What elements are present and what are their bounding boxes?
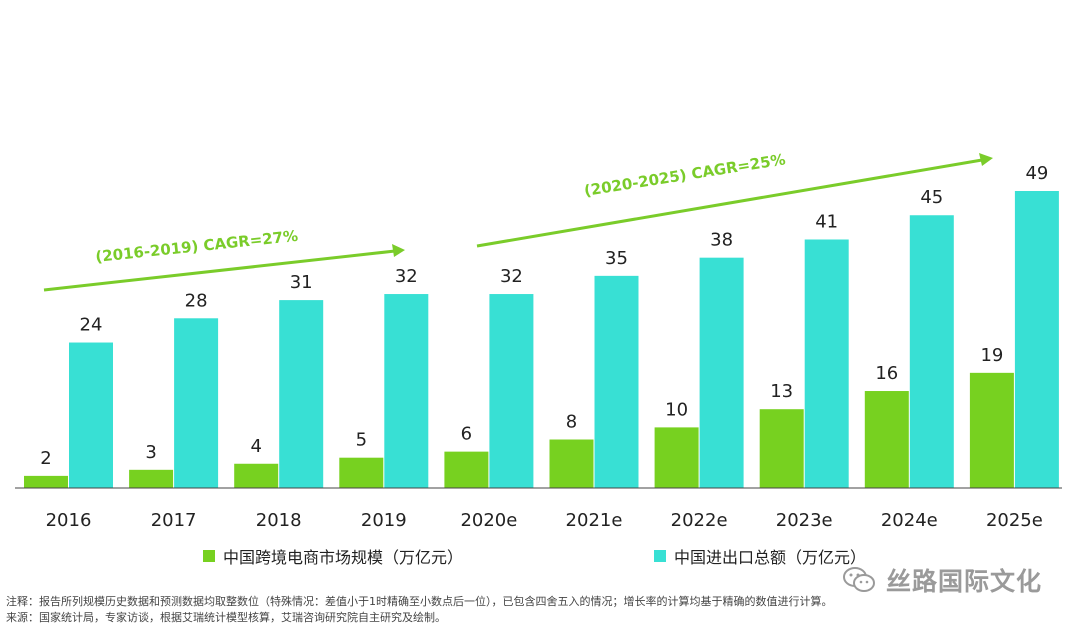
bar-trade-2017 [174, 318, 219, 488]
value-label-ecommerce-2021e: 8 [566, 412, 577, 433]
bar-ecommerce-2019 [339, 457, 384, 488]
bar-ecommerce-2022e [654, 427, 699, 488]
legend-cyan: 中国进出口总额（万亿元） [654, 544, 866, 568]
value-label-trade-2018: 31 [290, 272, 313, 293]
x-tick-label-2020e: 2020e [460, 510, 517, 531]
cagr-arrow-2016-2019 [43, 249, 396, 292]
cagr-arrowhead-2016-2019 [392, 244, 405, 257]
bar-trade-2025e [1014, 191, 1059, 488]
bar-ecommerce-2023e [759, 409, 804, 488]
legend-cyan-label: 中国进出口总额（万亿元） [674, 548, 867, 567]
bar-trade-2021e [594, 275, 639, 488]
watermark-text: 丝路国际文化 [886, 567, 1043, 596]
value-label-ecommerce-2020e: 6 [461, 424, 472, 445]
cagr-label-2020-2025: (2020-2025) CAGR=25% [583, 150, 787, 200]
legend-green: 中国跨境电商市场规模（万亿元） [203, 544, 463, 568]
value-label-ecommerce-2017: 3 [145, 442, 156, 463]
bar-ecommerce-2020e [444, 451, 489, 488]
x-tick-label-2023e: 2023e [776, 510, 833, 531]
x-tick-label-2022e: 2022e [671, 510, 728, 531]
bar-ecommerce-2017 [129, 469, 174, 488]
value-label-ecommerce-2018: 4 [250, 436, 261, 457]
wechat-icon [843, 567, 875, 592]
bar-ecommerce-2021e [549, 439, 594, 488]
cagr-arrowhead-2020-2025 [979, 153, 993, 166]
bar-trade-2020e [489, 294, 534, 488]
legend-green-swatch [203, 550, 215, 562]
value-label-trade-2021e: 35 [605, 248, 628, 269]
value-label-ecommerce-2016: 2 [40, 448, 51, 469]
footnotes: 注释：报告所列规模历史数据和预测数据均取整数位（特殊情况：差值小于1时精确至小数… [6, 594, 833, 626]
x-tick-label-2018: 2018 [256, 510, 302, 531]
bar-ecommerce-2016 [24, 475, 68, 488]
x-tick-label-2016: 2016 [46, 510, 92, 531]
watermark: 丝路国际文化 [842, 562, 1042, 598]
x-tick-label-2019: 2019 [361, 510, 407, 531]
bar-ecommerce-2025e [969, 372, 1014, 488]
bar-trade-2024e [909, 215, 954, 488]
value-label-trade-2020e: 32 [500, 266, 523, 287]
value-label-trade-2016: 24 [80, 315, 103, 336]
x-tick-label-2024e: 2024e [881, 510, 938, 531]
value-label-trade-2022e: 38 [710, 230, 733, 251]
legend-cyan-swatch [654, 550, 666, 562]
cagr-label-2016-2019: (2016-2019) CAGR=27% [95, 227, 299, 266]
value-label-trade-2019: 32 [395, 266, 418, 287]
x-tick-label-2017: 2017 [151, 510, 197, 531]
value-label-trade-2025e: 49 [1025, 163, 1048, 184]
bar-ecommerce-2018 [234, 463, 279, 488]
value-label-trade-2017: 28 [185, 290, 208, 311]
footnote-line-1: 注释：报告所列规模历史数据和预测数据均取整数位（特殊情况：差值小于1时精确至小数… [6, 595, 833, 608]
value-label-ecommerce-2024e: 16 [875, 363, 898, 384]
value-label-ecommerce-2023e: 13 [770, 381, 793, 402]
value-label-ecommerce-2022e: 10 [665, 399, 688, 420]
cagr-arrow-2020-2025 [476, 158, 983, 248]
bar-ecommerce-2024e [864, 391, 909, 488]
value-label-trade-2023e: 41 [815, 211, 838, 232]
x-tick-label-2021e: 2021e [566, 510, 623, 531]
footnote-line-2: 来源：国家统计局，专家访谈，根据艾瑞统计模型核算，艾瑞咨询研究院自主研究及绘制。 [6, 611, 446, 624]
bar-trade-2022e [699, 257, 744, 488]
bar-trade-2018 [279, 300, 324, 488]
x-tick-label-2025e: 2025e [986, 510, 1043, 531]
bar-trade-2016 [69, 342, 113, 488]
value-label-trade-2024e: 45 [920, 187, 943, 208]
value-label-ecommerce-2025e: 19 [980, 345, 1003, 366]
legend-green-label: 中国跨境电商市场规模（万亿元） [223, 548, 464, 567]
bar-trade-2023e [804, 239, 849, 488]
value-label-ecommerce-2019: 5 [356, 430, 367, 451]
bar-trade-2019 [384, 294, 429, 488]
